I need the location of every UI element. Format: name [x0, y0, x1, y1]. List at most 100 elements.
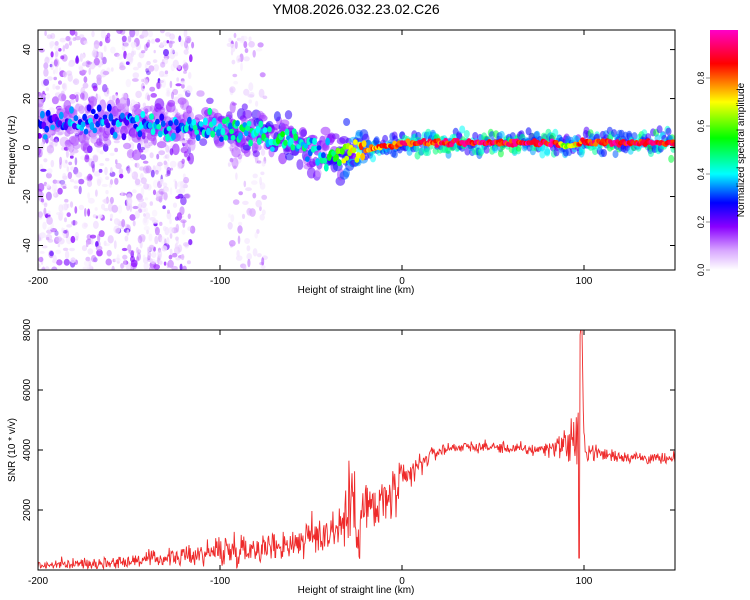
heatmap-noise-cell: [47, 239, 54, 243]
snr-panel: -200 -100 0 100 2000 4000 6000 8000 Height of …: [7, 318, 676, 596]
heatmap-noise-cell: [52, 138, 57, 143]
heatmap-noise-cell: [56, 259, 63, 266]
heatmap-noise-cell: [86, 175, 90, 182]
heatmap-ridge-cell: [207, 107, 213, 116]
heatmap-ridge-cell: [671, 142, 675, 147]
heatmap-ridge-cell: [248, 139, 254, 147]
heatmap-noise-cell: [95, 189, 98, 197]
heatmap-noise-cell: [102, 84, 108, 93]
heatmap-noise-cell: [176, 77, 180, 82]
heatmap-noise-cell: [174, 180, 178, 190]
heatmap-frame: [37, 29, 676, 271]
heatmap-noise-cell: [243, 41, 248, 49]
heatmap-noise-cell: [125, 78, 131, 88]
heatmap-noise-cell: [66, 203, 70, 209]
heatmap-noise-cell: [261, 257, 265, 267]
heatmap-noise-cell: [181, 158, 185, 164]
heatmap-noise-cell: [62, 45, 66, 52]
heatmap-ridge-cell: [235, 120, 240, 127]
heatmap-noise-cell: [175, 83, 182, 87]
heatmap-noise-cell: [143, 262, 149, 270]
heatmap-noise-cell: [39, 232, 46, 239]
heatmap-noise-cell: [44, 56, 50, 64]
heatmap-noise-cell: [47, 76, 53, 81]
heatmap-ridge-halo: [171, 143, 180, 156]
heatmap-noise-cell: [45, 183, 50, 188]
heatmap-noise-cell: [51, 183, 58, 193]
heatmap-noise-cell: [43, 158, 48, 163]
heatmap-noise-cell: [113, 218, 120, 225]
heatmap-noise-cell: [256, 229, 260, 234]
heatmap-noise-cell: [85, 242, 89, 248]
heatmap-noise-cell: [158, 188, 165, 195]
heatmap-noise-cell: [168, 40, 173, 49]
heatmap-noise-cell: [66, 224, 73, 228]
heatmap-noise-cell: [239, 38, 246, 44]
heatmap-noise-cell: [43, 207, 47, 216]
heatmap-ridge-halo: [154, 98, 165, 110]
heatmap-ridge-halo: [539, 150, 546, 159]
heatmap-noise-cell: [260, 160, 267, 164]
heatmap-noise-cell: [180, 196, 187, 206]
heatmap-ridge-halo: [99, 126, 105, 133]
heatmap-noise-cell: [123, 258, 127, 268]
heatmap-noise-cell: [38, 211, 43, 218]
heatmap-y-tick-label: -40: [22, 238, 33, 253]
heatmap-noise-cell: [252, 248, 258, 257]
heatmap-noise-cell: [61, 227, 64, 233]
heatmap-noise-cell: [227, 162, 231, 167]
heatmap-noise-cell: [121, 35, 127, 42]
heatmap-ridge-cell: [312, 137, 317, 145]
heatmap-noise-cell: [97, 214, 103, 219]
heatmap-noise-cell: [143, 216, 148, 224]
heatmap-noise-cell: [74, 231, 80, 241]
heatmap-noise-cell: [96, 74, 102, 81]
heatmap-noise-cell: [115, 92, 118, 96]
heatmap-ridge-halo: [38, 92, 44, 104]
heatmap-ridge-cell: [156, 123, 162, 130]
heatmap-ridge-halo: [184, 110, 195, 122]
heatmap-noise-cell: [146, 70, 151, 76]
heatmap-noise-cell: [74, 206, 78, 214]
heatmap-noise-cell: [191, 41, 195, 49]
heatmap-noise-cell: [163, 49, 169, 57]
heatmap-ridge-halo: [252, 150, 260, 158]
heatmap-ridge-halo: [179, 98, 189, 110]
heatmap-noise-cell: [168, 226, 174, 235]
heatmap-noise-cell: [241, 213, 246, 219]
heatmap-noise-cell: [162, 40, 167, 47]
heatmap-noise-cell: [187, 226, 192, 231]
heatmap-ridge-cell: [323, 163, 329, 172]
heatmap-noise-cell: [142, 160, 149, 164]
heatmap-y-tick-label: 20: [22, 93, 33, 105]
heatmap-noise-cell: [73, 180, 79, 184]
heatmap-noise-cell: [60, 55, 65, 60]
heatmap-noise-cell: [62, 71, 67, 78]
heatmap-ridge-halo: [229, 101, 236, 114]
heatmap-noise-cell: [137, 249, 142, 254]
heatmap-ridge-cell: [220, 127, 226, 136]
snr-y-label: SNR (10 * v/v): [7, 418, 18, 482]
heatmap-noise-cell: [62, 159, 69, 168]
heatmap-noise-cell: [166, 40, 170, 44]
heatmap-noise-cell: [188, 239, 193, 246]
heatmap-noise-cell: [67, 73, 73, 82]
heatmap-noise-cell: [67, 171, 73, 180]
heatmap-noise-cell: [138, 51, 145, 59]
heatmap-noise-cell: [165, 144, 170, 153]
heatmap-noise-cell: [163, 187, 170, 193]
heatmap-ridge-halo: [544, 147, 551, 156]
heatmap-noise-cell: [47, 226, 53, 231]
heatmap-noise-cell: [243, 56, 250, 62]
heatmap-ridge-cell: [360, 152, 366, 161]
heatmap-noise-cell: [54, 230, 59, 236]
heatmap-noise-cell: [96, 176, 103, 184]
heatmap-ridge-cell: [256, 137, 262, 145]
heatmap-noise-cell: [187, 213, 191, 220]
heatmap-noise-cell: [155, 169, 159, 175]
snr-y-tick-label: 4000: [22, 438, 33, 461]
heatmap-noise-cell: [54, 180, 62, 184]
heatmap-noise-cell: [126, 165, 131, 174]
heatmap-noise-cell: [121, 219, 126, 228]
heatmap-noise-cell: [96, 94, 102, 103]
